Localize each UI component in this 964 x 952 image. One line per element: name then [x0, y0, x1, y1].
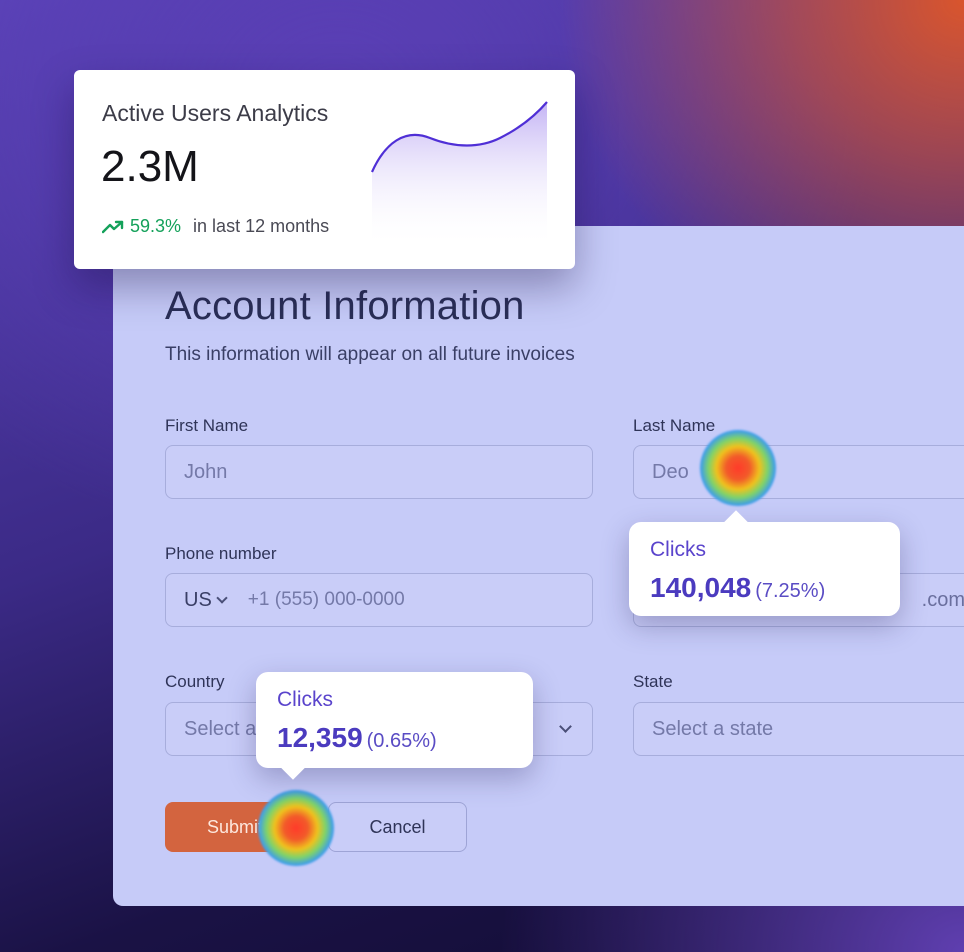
click-heat-spot-last-name — [700, 430, 776, 506]
click-heat-spot-submit — [258, 790, 334, 866]
phone-label: Phone number — [165, 544, 277, 563]
form-subtitle: This information will appear on all futu… — [165, 344, 575, 365]
sparkline-line — [370, 101, 548, 173]
analytics-value: 2.3M — [101, 142, 199, 191]
sparkline-chart — [370, 101, 548, 248]
email-partial-text: .com — [921, 588, 964, 611]
state-label: State — [633, 672, 673, 691]
first-name-field[interactable]: John — [165, 445, 593, 499]
clicks-tooltip-submit: Clicks 12,359 (0.65%) — [256, 672, 533, 768]
trend-period: in last 12 months — [193, 216, 330, 236]
trending-up-icon — [102, 220, 124, 233]
cancel-button[interactable]: Cancel — [328, 802, 467, 852]
last-name-placeholder: Deo — [652, 460, 689, 483]
tooltip-label: Clicks — [277, 688, 333, 711]
sparkline-area — [372, 102, 547, 248]
country-code-select[interactable]: US — [184, 588, 228, 612]
analytics-trend: 59.3% in last 12 months — [102, 216, 329, 237]
tooltip-value: 140,048 (7.25%) — [650, 572, 825, 604]
first-name-label: First Name — [165, 416, 249, 435]
tooltip-click-percent: (0.65%) — [366, 730, 437, 752]
tooltip-click-percent: (7.25%) — [755, 580, 826, 602]
last-name-label: Last Name — [633, 416, 716, 435]
active-users-card: Active Users Analytics 2.3M 59.3% in las… — [74, 70, 575, 269]
state-select[interactable]: Select a state — [633, 702, 964, 756]
chevron-down-icon — [559, 720, 572, 733]
tooltip-label: Clicks — [650, 538, 706, 561]
country-label: Country — [165, 672, 225, 691]
tooltip-value: 12,359 (0.65%) — [277, 722, 437, 754]
country-code-value: US — [184, 588, 212, 611]
form-title: Account Information — [165, 284, 525, 328]
last-name-field[interactable]: Deo — [633, 445, 964, 499]
tooltip-click-count: 140,048 — [650, 572, 752, 603]
analytics-title: Active Users Analytics — [102, 100, 329, 126]
country-placeholder: Select a — [184, 717, 257, 740]
trend-percent: 59.3% — [130, 216, 182, 236]
first-name-placeholder: John — [184, 460, 228, 483]
clicks-tooltip-last-name: Clicks 140,048 (7.25%) — [629, 522, 900, 616]
phone-field[interactable]: US +1 (555) 000-0000 — [165, 573, 593, 627]
state-placeholder: Select a state — [652, 717, 774, 740]
phone-placeholder: +1 (555) 000-0000 — [247, 589, 405, 610]
chevron-down-icon — [216, 591, 228, 604]
tooltip-click-count: 12,359 — [277, 722, 363, 753]
